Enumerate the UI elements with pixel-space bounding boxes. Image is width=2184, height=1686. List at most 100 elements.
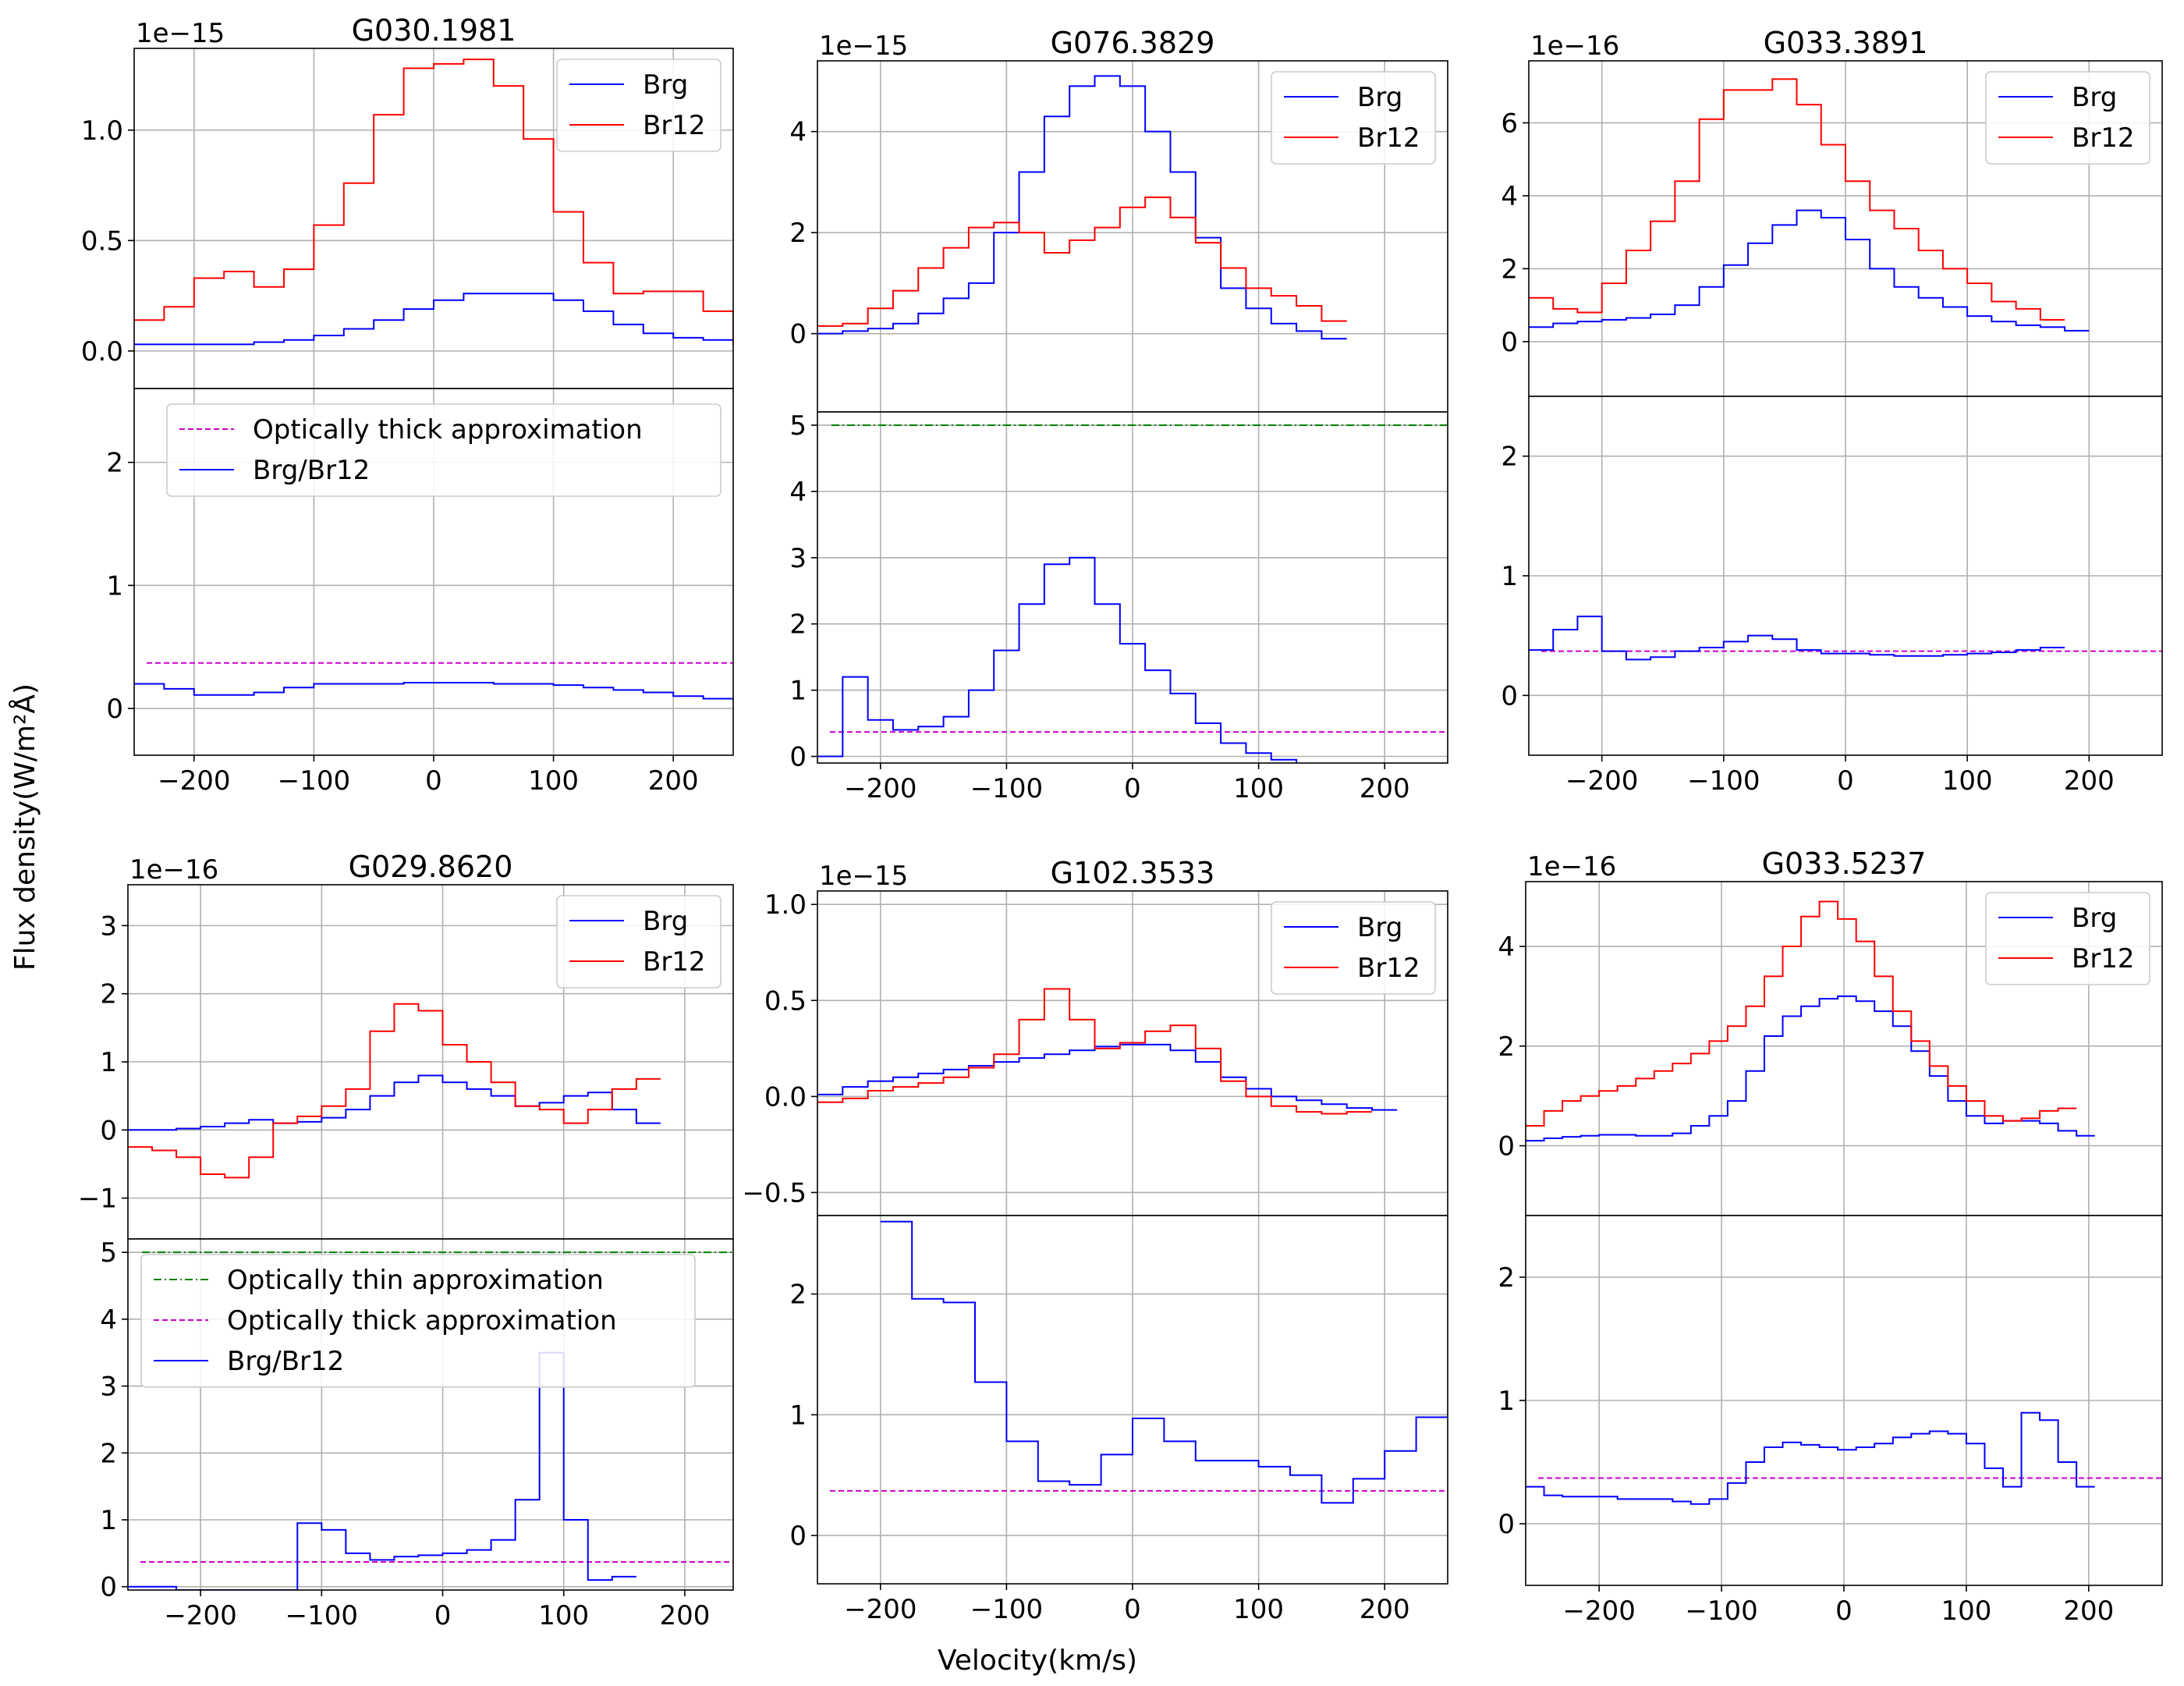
- p4-xticklabel: −200: [164, 1600, 236, 1631]
- p5-top-yticklabel: 0.5: [764, 985, 807, 1017]
- p5-title: G102.3533: [1051, 856, 1215, 890]
- p6-top-yticklabel: 0: [1498, 1131, 1515, 1162]
- p3-bottom-frame: [1528, 396, 2163, 756]
- p4-bottom-yticklabel: 3: [100, 1372, 117, 1403]
- p6-series-ratio: [1526, 1411, 2095, 1505]
- p3-series-brg: [1529, 209, 2090, 332]
- p4-xticklabel: 0: [434, 1600, 452, 1631]
- p6-legend-frame: [1985, 892, 2150, 985]
- p1-top-plot-area: [134, 59, 733, 346]
- p1-top-axes: 0.0 0.5 1.0 1e−15 Brg Br12: [81, 18, 734, 389]
- p5-bottom-yticklabel: 2: [789, 1280, 807, 1311]
- p1-bottom-yticklabel: 2: [106, 448, 123, 479]
- p3-exponent-label: 1e−16: [1530, 30, 1619, 62]
- p5-exponent-label: 1e−15: [819, 861, 908, 892]
- p4-ratio-legend: Optically thin approximation Optically th…: [140, 1254, 696, 1388]
- p1-legend: Brg Br12: [556, 59, 722, 152]
- p2-top-yticklabel: 4: [789, 117, 807, 148]
- p3-xticklabel: −200: [1565, 765, 1638, 797]
- p2-bottom-frame: [817, 411, 1448, 764]
- p4-top-yticklabel: 1: [100, 1047, 117, 1078]
- p4-top-plot-area: [128, 1003, 661, 1179]
- p5-top-yticklabel: 1.0: [764, 889, 807, 921]
- p4-bottom-yticklabel: 4: [100, 1304, 117, 1336]
- p5-top-yticklabel: −0.5: [742, 1177, 807, 1209]
- figure-ylabel: Flux density(W/m²Å): [8, 683, 41, 971]
- p5-xticklabel: −200: [844, 1594, 916, 1625]
- p1-bottom-frame: [133, 388, 734, 756]
- figure-xlabel: Velocity(km/s): [938, 1645, 1137, 1677]
- p2-top-yticklabel: 2: [789, 218, 807, 249]
- p6-top-yticklabel: 4: [1498, 932, 1515, 963]
- p6-xticklabel: 100: [1941, 1595, 1991, 1627]
- p4-bottom-yticklabel: 2: [100, 1438, 117, 1469]
- legend-label-br12: Br12: [643, 110, 706, 141]
- p3-top-yticklabel: 2: [1501, 254, 1518, 285]
- p4-top-yticklabel: −1: [78, 1184, 117, 1215]
- p6-title: G033.5237: [1762, 847, 1927, 881]
- p5-top-axes: −0.5 0.0 0.5 1.0 1e−15 Brg Br12: [742, 861, 1448, 1216]
- p4-top-yticklabel: 3: [100, 910, 117, 942]
- p3-legend: Brg Br12: [1985, 71, 2150, 165]
- p5-series-ratio: [880, 1220, 1448, 1504]
- p1-top-yticklabel: 0.5: [81, 225, 123, 257]
- p5-xticklabel: 0: [1124, 1594, 1141, 1625]
- p6-top-plot-area: [1526, 900, 2095, 1142]
- p6-series-brg: [1526, 995, 2095, 1142]
- p1-top-yticklabel: 1.0: [81, 115, 123, 147]
- p3-xticklabel: 0: [1837, 765, 1854, 797]
- p3-bottom-axes: 0 1 2 −200 −100 0 100 200: [1501, 396, 2163, 797]
- legend-label-br12: Br12: [1357, 953, 1420, 984]
- p6-top-yticklabel: 2: [1498, 1031, 1515, 1063]
- p5-bottom-frame: [817, 1215, 1448, 1585]
- p3-legend-frame: [1985, 71, 2150, 165]
- p4-bottom-yticklabel: 5: [100, 1237, 117, 1269]
- p1-legend-frame: [556, 59, 722, 152]
- p1-title: G030.1981: [352, 13, 516, 48]
- p2-bottom-axes: 0 1 2 3 4 5 −200 −100 0 100 200: [789, 410, 1448, 804]
- p2-series-ratio: [817, 556, 1298, 763]
- p3-bottom-yticklabel: 2: [1501, 442, 1518, 473]
- p4-top-yticklabel: 0: [100, 1115, 117, 1146]
- p2-xticklabel: −100: [970, 773, 1043, 804]
- p1-xticklabel: −200: [158, 765, 230, 797]
- p4-top-yticklabel: 2: [100, 979, 117, 1010]
- p3-series-br12: [1529, 78, 2065, 321]
- p4-bottom-yticklabel: 1: [100, 1505, 117, 1536]
- p4-exponent-label: 1e−16: [129, 854, 218, 886]
- p4-title: G029.8620: [349, 850, 513, 884]
- p5-bottom-axes: 0 1 2 −200 −100 0 100 200: [789, 1215, 1448, 1625]
- legend-label-ratio: Brg/Br12: [227, 1346, 344, 1377]
- panel-p1: 0.0 0.5 1.0 1e−15 Brg Br12 0 1 2 −200 −100 0 100 200 O…: [81, 13, 734, 797]
- p1-ratio-legend: Optically thick approximation Brg/Br12: [166, 403, 722, 497]
- p4-xticklabel: 200: [659, 1600, 710, 1631]
- p5-bottom-plot-area: [830, 1220, 1448, 1504]
- p6-bottom-axes: 0 1 2 −200 −100 0 100 200: [1498, 1215, 2163, 1627]
- p4-bottom-frame: [127, 1238, 734, 1591]
- panel-p5: −0.5 0.0 0.5 1.0 1e−15 Brg Br12 0 1 2 −200 −100 0 100…: [742, 856, 1448, 1625]
- p6-bottom-yticklabel: 1: [1498, 1386, 1515, 1417]
- p3-xticklabel: −100: [1687, 765, 1760, 797]
- legend-label-brg: Brg: [643, 69, 688, 101]
- legend-label-thin: Optically thin approximation: [227, 1265, 604, 1296]
- legend-label-brg: Brg: [1357, 82, 1402, 113]
- p6-top-axes: 0 2 4 1e−16 Brg Br12: [1498, 851, 2163, 1216]
- legend-label-br12: Br12: [1357, 122, 1420, 154]
- legend-label-br12: Br12: [643, 946, 706, 978]
- p1-series-brg: [134, 293, 733, 346]
- p5-legend: Brg Br12: [1271, 901, 1436, 995]
- p2-top-plot-area: [817, 75, 1347, 340]
- p4-series-br12: [128, 1003, 661, 1179]
- legend-label-ratio: Brg/Br12: [253, 455, 370, 486]
- legend-label-br12: Br12: [2072, 943, 2135, 974]
- p1-bottom-plot-area: [134, 662, 733, 701]
- p5-xticklabel: 100: [1233, 1594, 1284, 1625]
- p6-bottom-yticklabel: 2: [1498, 1262, 1515, 1294]
- p2-legend-frame: [1271, 71, 1436, 165]
- p2-bottom-yticklabel: 5: [789, 410, 807, 442]
- p2-legend: Brg Br12: [1271, 71, 1436, 165]
- p6-xticklabel: −100: [1685, 1595, 1757, 1627]
- p2-bottom-plot-area: [817, 424, 1448, 763]
- p2-xticklabel: 100: [1233, 773, 1284, 804]
- p5-bottom-yticklabel: 0: [789, 1521, 807, 1552]
